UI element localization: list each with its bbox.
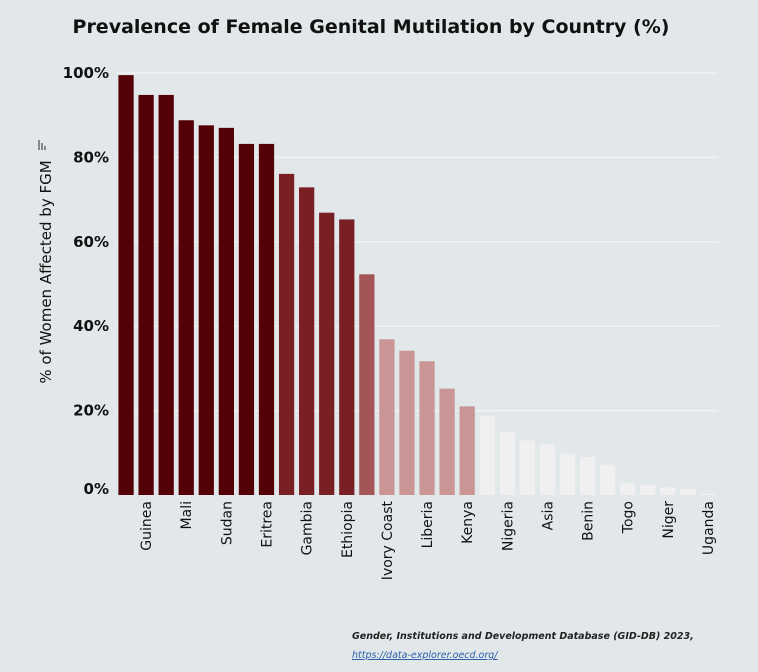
y-axis-ticks: 0% 20% 40% 60% 80% 100% (63, 64, 109, 498)
x-tick-label: Sudan (219, 501, 235, 545)
x-tick-label: Benin (581, 501, 597, 541)
source-link[interactable]: https://data-explorer.oecd.org/ (352, 650, 498, 661)
bar[interactable] (620, 483, 636, 495)
sort-icon[interactable] (38, 140, 46, 150)
bar[interactable] (600, 464, 616, 495)
y-tick-label: 0% (84, 480, 109, 498)
y-axis-title: % of Women Affected by FGM (37, 160, 55, 383)
bar[interactable] (479, 415, 495, 495)
bar[interactable] (660, 487, 676, 495)
source-citation: Gender, Institutions and Development Dat… (352, 631, 694, 642)
bar[interactable] (238, 143, 255, 495)
x-tick-label: Ivory Coast (380, 501, 396, 581)
bar[interactable] (319, 212, 335, 495)
x-tick-label: Kenya (460, 501, 476, 544)
x-tick-label: Niger (661, 501, 677, 539)
x-tick-label: Uganda (701, 501, 717, 555)
bar[interactable] (118, 75, 134, 496)
y-tick-label: 40% (73, 317, 109, 335)
y-axis-title-group: % of Women Affected by FGM (37, 160, 55, 383)
x-tick-label: Guinea (139, 501, 155, 551)
bar[interactable] (439, 388, 455, 495)
bar[interactable] (359, 274, 375, 495)
y-tick-label: 60% (73, 233, 109, 251)
bar[interactable] (539, 444, 556, 495)
y-tick-label: 20% (73, 402, 109, 420)
bar[interactable] (258, 143, 275, 495)
y-tick-label: 100% (63, 64, 109, 82)
bar[interactable] (178, 120, 194, 495)
bar[interactable] (218, 127, 234, 496)
bar[interactable] (700, 493, 716, 495)
x-tick-label: Mali (179, 501, 195, 529)
bar[interactable] (138, 94, 154, 495)
bar[interactable] (299, 187, 315, 496)
x-tick-label: Liberia (420, 501, 436, 548)
x-tick-label: Eritrea (260, 501, 276, 548)
bar[interactable] (339, 219, 355, 495)
y-tick-label: 80% (73, 148, 109, 166)
bar[interactable] (459, 406, 475, 495)
bars (118, 75, 716, 496)
bar[interactable] (379, 339, 395, 495)
bar[interactable] (278, 173, 295, 496)
bar[interactable] (399, 350, 415, 495)
bar[interactable] (579, 457, 596, 495)
chart-title: Prevalence of Female Genital Mutilation … (72, 16, 670, 38)
x-tick-label: Asia (540, 501, 556, 530)
bar[interactable] (680, 489, 696, 495)
bar[interactable] (640, 484, 656, 495)
x-tick-label: Nigeria (500, 501, 516, 551)
bar[interactable] (499, 431, 515, 495)
x-axis-ticks: Guinea Mali Sudan Eritrea Gambia Ethiopia Ivor… (139, 501, 717, 581)
bar[interactable] (559, 453, 576, 495)
bar[interactable] (158, 94, 174, 495)
x-tick-label: Gambia (300, 501, 316, 555)
x-tick-label: Ethiopia (340, 501, 356, 558)
bar[interactable] (519, 440, 535, 495)
bar[interactable] (419, 361, 435, 495)
gridlines (116, 72, 718, 412)
x-tick-label: Togo (621, 501, 637, 534)
bar[interactable] (198, 125, 214, 495)
